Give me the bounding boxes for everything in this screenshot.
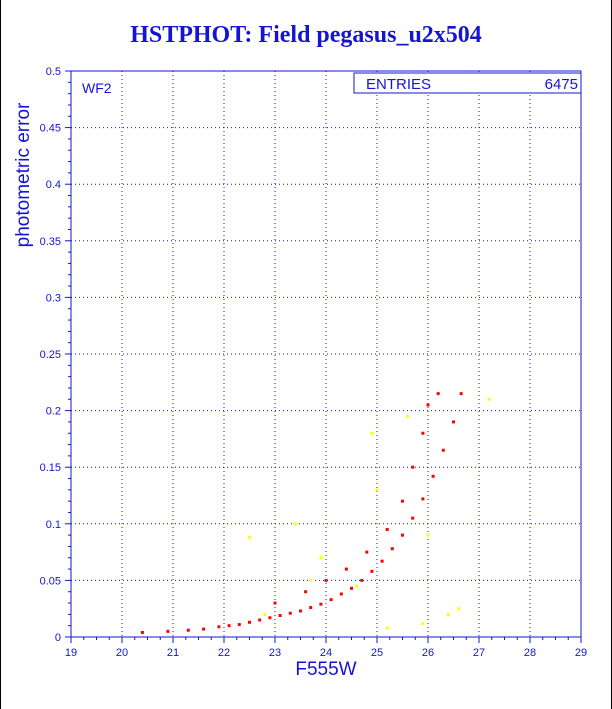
data-point <box>263 612 267 616</box>
data-point <box>370 569 374 573</box>
y-tick-label: 0.35 <box>40 236 61 248</box>
data-point <box>446 612 450 616</box>
y-tick-label: 0 <box>55 632 61 644</box>
x-tick-label: 29 <box>575 647 587 659</box>
x-tick-label: 20 <box>116 647 128 659</box>
data-point <box>426 533 430 537</box>
y-tick-label: 0.45 <box>40 123 61 135</box>
y-tick-label: 0.25 <box>40 349 61 361</box>
data-point <box>401 499 404 503</box>
x-tick-label: 25 <box>371 647 383 659</box>
data-point <box>401 533 404 537</box>
data-point <box>421 431 425 435</box>
data-point <box>319 602 323 606</box>
y-tick-label: 0.2 <box>46 406 61 418</box>
x-tick-label: 22 <box>218 647 230 659</box>
data-point <box>268 616 272 620</box>
data-point <box>457 607 461 611</box>
x-tick-label: 27 <box>473 647 485 659</box>
data-point <box>278 613 282 617</box>
data-point <box>370 431 374 435</box>
data-point <box>166 629 170 633</box>
stats-entries-value: 6475 <box>545 76 578 93</box>
data-point <box>360 578 364 582</box>
data-point <box>459 392 463 396</box>
data-point <box>385 626 389 630</box>
data-point <box>309 578 313 582</box>
data-point <box>299 609 302 613</box>
data-point <box>421 497 425 501</box>
data-point <box>319 556 323 560</box>
stats-box <box>353 72 582 94</box>
x-tick-label: 26 <box>422 647 434 659</box>
data-point <box>385 527 389 531</box>
y-tick-label: 0.05 <box>40 575 61 587</box>
data-point <box>375 488 379 492</box>
data-point <box>227 624 231 628</box>
data-point <box>309 606 313 610</box>
grid <box>71 71 581 637</box>
data-point <box>355 584 359 588</box>
x-tick-label: 19 <box>65 647 77 659</box>
x-tick-label: 21 <box>167 647 179 659</box>
data-point <box>452 420 455 424</box>
data-point <box>411 465 415 469</box>
data-point <box>324 578 328 582</box>
y-tick-label: 0.1 <box>46 519 61 531</box>
data-point <box>140 630 144 634</box>
chart-title: HSTPHOT: Field pegasus_u2x504 <box>130 22 482 48</box>
axis-ticks: 19 20 21 22 23 24 25 26 27 28 29 0 0.05 0.1 0.15 0.2 0.2… <box>40 66 588 659</box>
data-point <box>426 403 430 407</box>
y-tick-label: 0.4 <box>46 179 61 191</box>
data-point <box>344 567 348 571</box>
data-point <box>441 448 445 452</box>
x-tick-label: 28 <box>524 647 536 659</box>
data-point <box>248 535 251 539</box>
data-point <box>273 601 277 605</box>
data-point <box>248 620 251 624</box>
data-point <box>258 618 262 622</box>
data-point <box>390 547 394 551</box>
data-point <box>436 392 440 396</box>
data-point <box>365 550 369 554</box>
y-tick-label: 0.3 <box>46 292 61 304</box>
stats-entries-label: ENTRIES <box>366 76 431 93</box>
data-point <box>487 397 491 401</box>
data-point <box>288 611 292 615</box>
data-point <box>421 621 425 625</box>
x-tick-label: 24 <box>320 647 332 659</box>
x-tick-label: 23 <box>269 647 281 659</box>
data-point <box>237 623 241 627</box>
data-point <box>293 522 297 526</box>
data-point <box>380 559 384 563</box>
data-point <box>329 598 333 602</box>
data-point <box>202 627 206 631</box>
data-point <box>217 625 221 629</box>
chip-label: WF2 <box>82 80 112 96</box>
data-point <box>350 586 353 590</box>
data-point <box>186 628 190 632</box>
data-point <box>339 592 343 596</box>
y-tick-label: 0.5 <box>46 66 61 78</box>
data-point <box>304 590 308 594</box>
data-points <box>140 392 491 634</box>
y-tick-label: 0.15 <box>40 462 61 474</box>
data-point <box>411 516 415 520</box>
y-axis-label: photometric error <box>13 102 34 247</box>
data-point <box>406 414 410 418</box>
data-point <box>431 474 435 478</box>
x-axis-label: F555W <box>295 659 356 680</box>
